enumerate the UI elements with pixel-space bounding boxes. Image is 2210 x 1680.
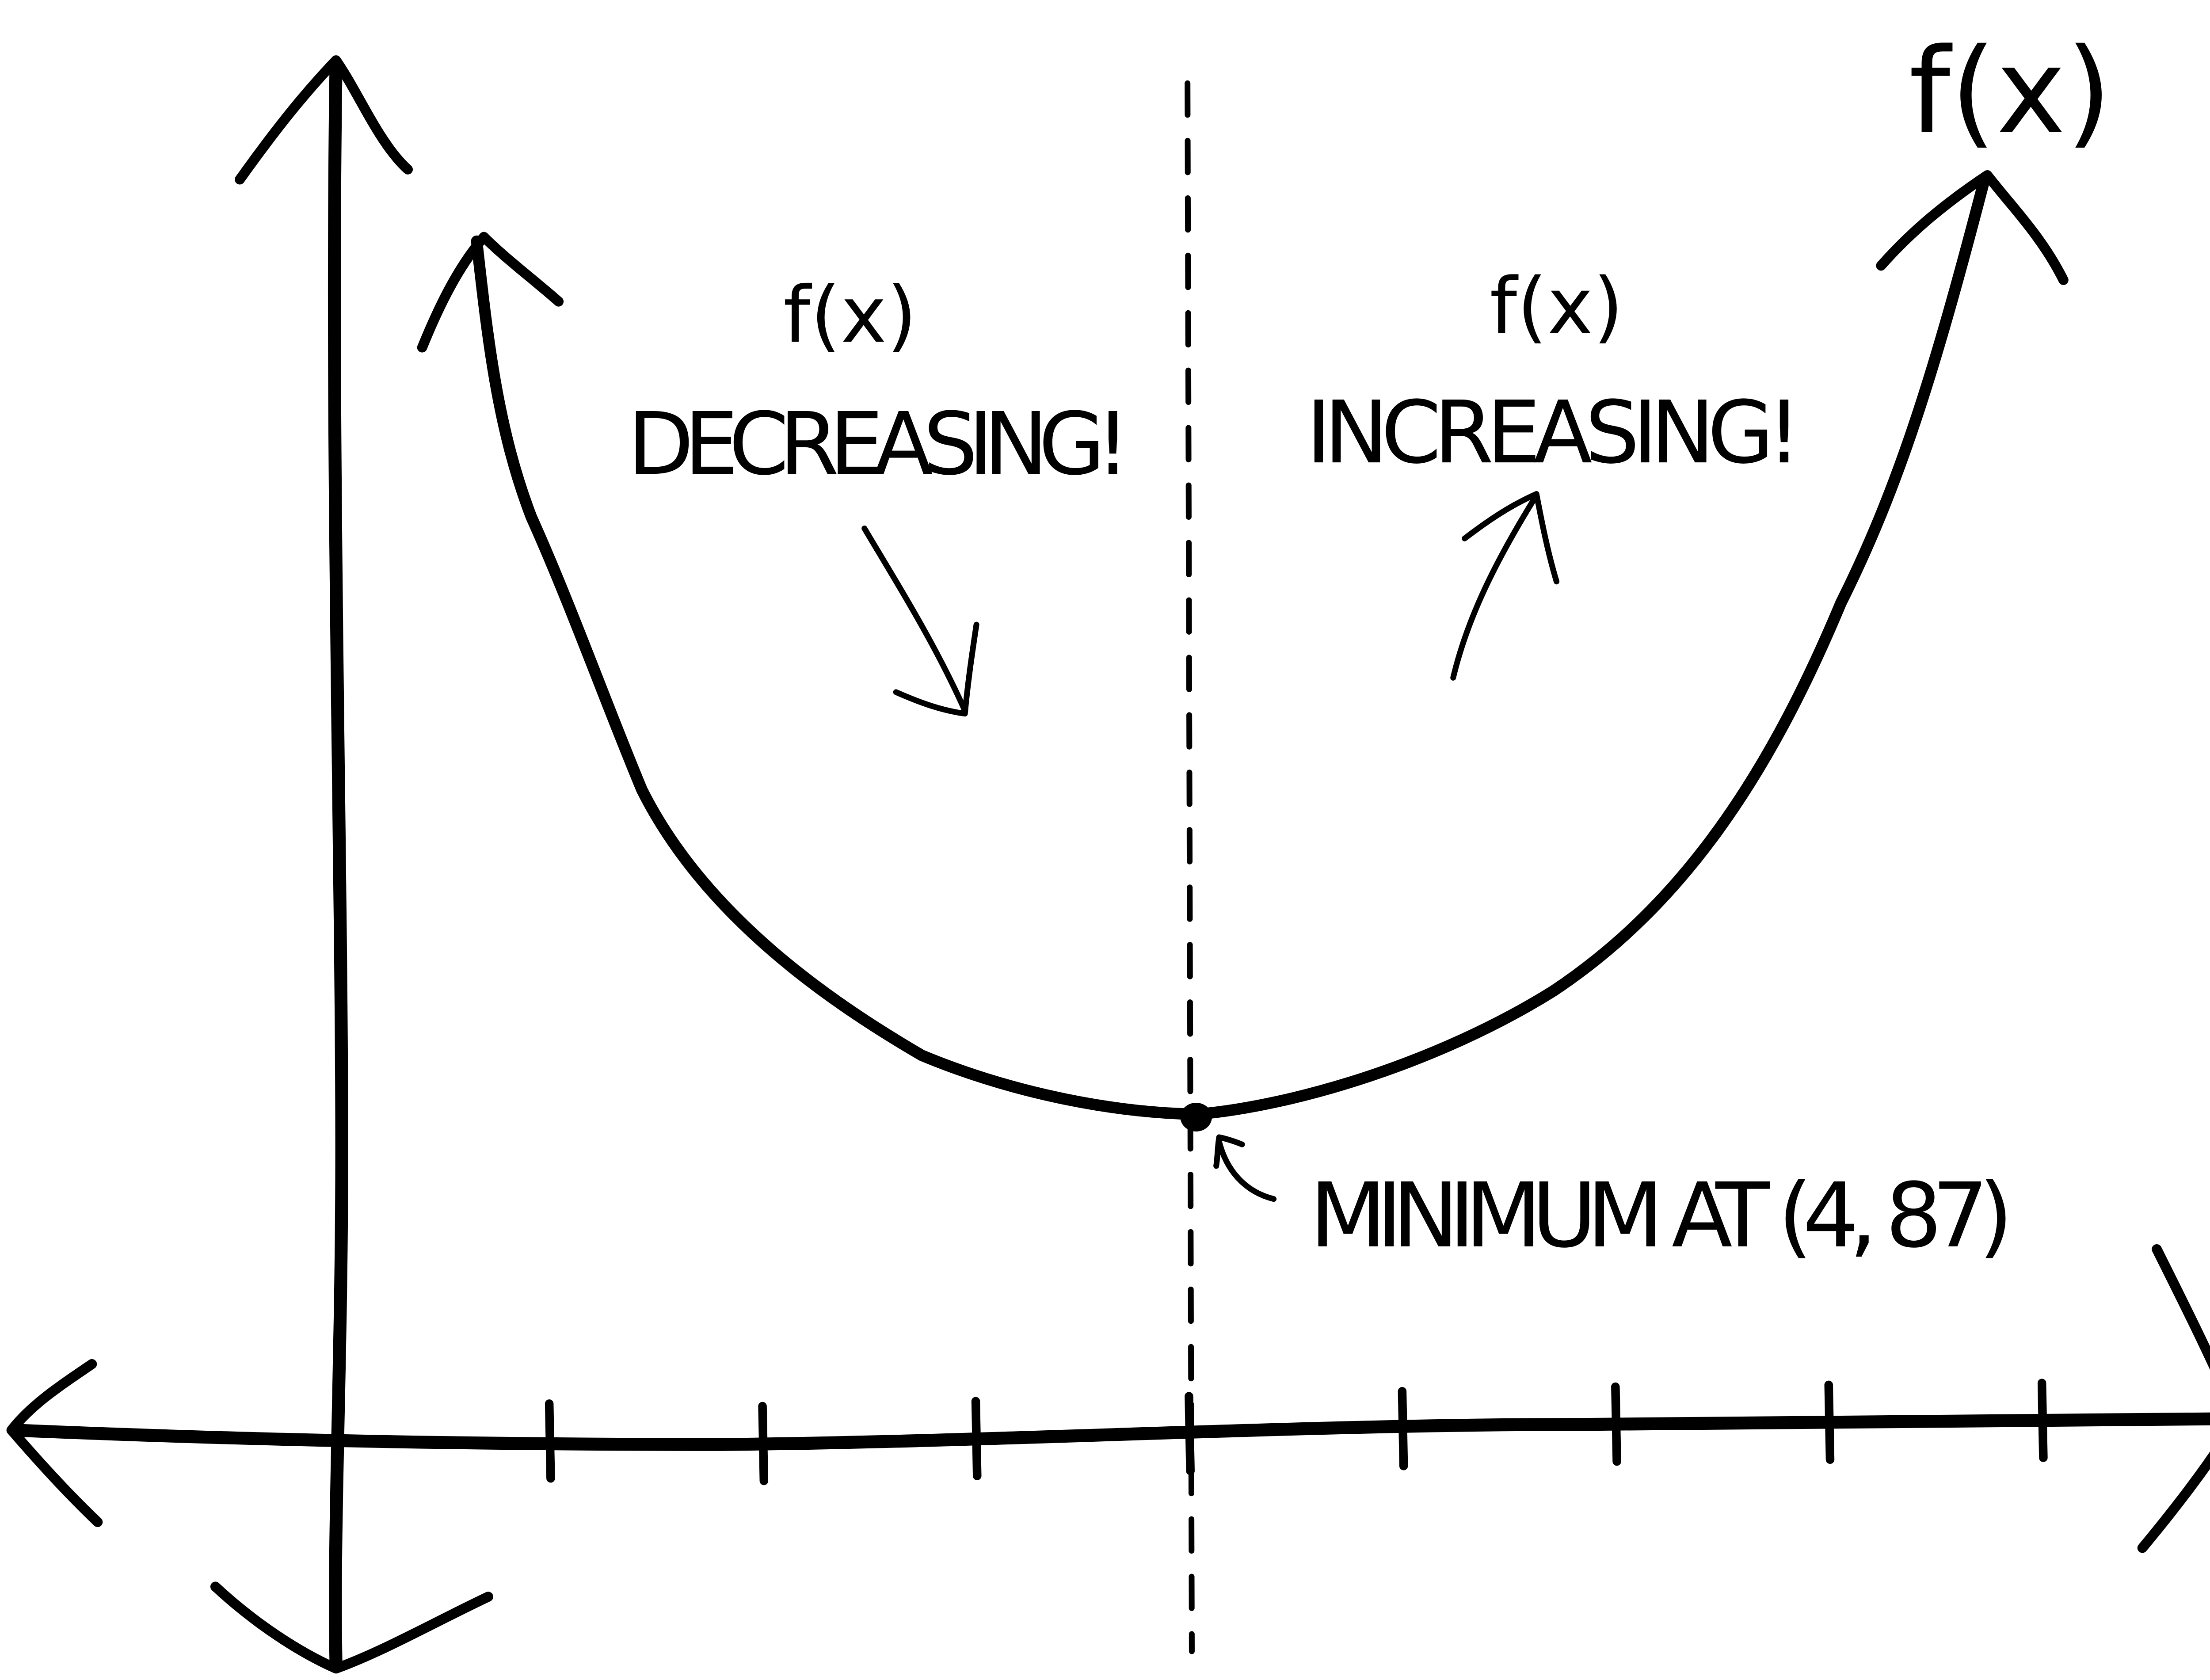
y-axis-line [328, 58, 348, 1672]
function-curve [471, 174, 1990, 1120]
x-axis-left-arrowhead [6, 1359, 103, 1528]
x-axis-ticks [545, 1379, 2048, 1486]
x-tick-7 [1824, 1380, 1835, 1464]
curve-left-arrowhead [417, 232, 564, 353]
decreasing-label-line2: DECREASING! [628, 394, 1130, 494]
y-axis [210, 55, 493, 1674]
increasing-label-line1: f(x) [1490, 262, 1623, 352]
increasing-arrowhead [1462, 491, 1560, 585]
x-axis-line [8, 1413, 2210, 1451]
decreasing-arrow-shaft [861, 526, 968, 714]
increasing-annotation: f(x) INCREASING! [1306, 262, 1802, 681]
minimum-point [1180, 1103, 1212, 1131]
increasing-arrow-shaft [1450, 492, 1539, 681]
minimum-dashed-line [1185, 80, 1195, 1654]
x-tick-6 [1611, 1382, 1621, 1466]
minimum-annotation: MINIMUM AT (4, 87) [1213, 1134, 2013, 1268]
curve-right-arrowhead [1876, 170, 2069, 285]
decreasing-annotation: f(x) DECREASING! [628, 270, 1130, 717]
curve-label: f(x) [1909, 23, 2112, 160]
x-tick-1 [545, 1399, 555, 1483]
decreasing-label-line1: f(x) [783, 270, 917, 360]
y-axis-down-arrowhead [210, 1581, 493, 1674]
x-tick-8 [2037, 1379, 2048, 1462]
minimum-arrow-shaft [1216, 1139, 1277, 1202]
x-tick-3 [971, 1397, 982, 1480]
y-axis-up-arrowhead [235, 55, 413, 185]
increasing-label-line2: INCREASING! [1306, 382, 1802, 483]
decreasing-arrowhead [893, 621, 979, 717]
minimum-arrowhead [1213, 1134, 1245, 1169]
x-tick-5 [1398, 1387, 1408, 1470]
x-axis [6, 1244, 2210, 1553]
x-axis-right-arrowhead [2137, 1244, 2210, 1553]
minimum-label: MINIMUM AT (4, 87) [1310, 1164, 2013, 1268]
x-tick-2 [758, 1402, 769, 1486]
